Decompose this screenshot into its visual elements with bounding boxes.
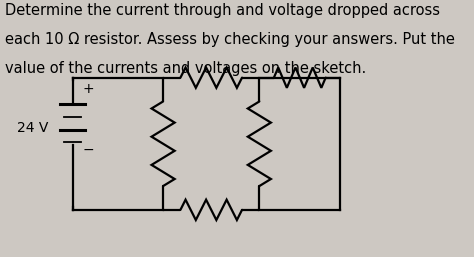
Text: value of the currents and voltages on the sketch.: value of the currents and voltages on th… xyxy=(5,61,366,76)
Text: 24 V: 24 V xyxy=(17,122,48,135)
Text: +: + xyxy=(82,82,94,96)
Text: −: − xyxy=(82,143,94,157)
Text: each 10 Ω resistor. Assess by checking your answers. Put the: each 10 Ω resistor. Assess by checking y… xyxy=(5,32,455,47)
Text: Determine the current through and voltage dropped across: Determine the current through and voltag… xyxy=(5,3,440,18)
